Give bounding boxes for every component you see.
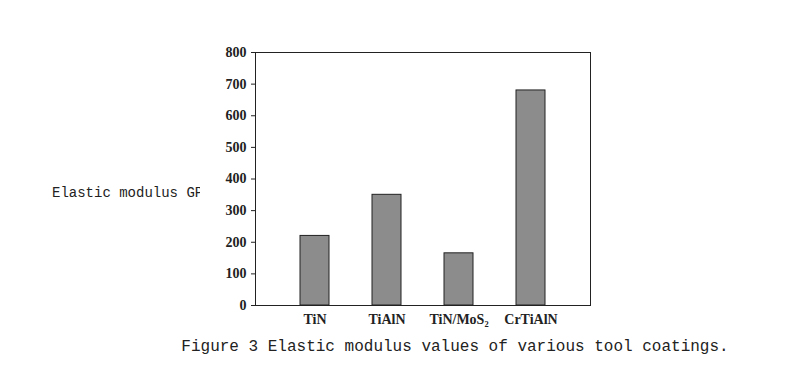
svg-text:100: 100 <box>226 266 247 281</box>
svg-text:300: 300 <box>226 203 247 218</box>
svg-text:CrTiAlN: CrTiAlN <box>504 312 557 327</box>
svg-text:700: 700 <box>226 77 247 92</box>
svg-text:TiN/MoS₂: TiN/MoS₂ <box>429 312 488 327</box>
html-text:Figure 3 Elastic modulus value: Figure 3 Elastic modulus values of vario… <box>181 338 729 356</box>
html-text:Elastic modulus GPa: Elastic modulus GPa <box>52 185 212 201</box>
svg-text:800: 800 <box>226 45 247 60</box>
svg-text:500: 500 <box>226 140 247 155</box>
svg-text:600: 600 <box>226 108 247 123</box>
svg-text:400: 400 <box>226 171 247 186</box>
svg-text:TiAlN: TiAlN <box>368 312 405 327</box>
svg-text:200: 200 <box>226 235 247 250</box>
svg-text:0: 0 <box>240 298 247 313</box>
svg-text:TiN: TiN <box>303 312 326 327</box>
